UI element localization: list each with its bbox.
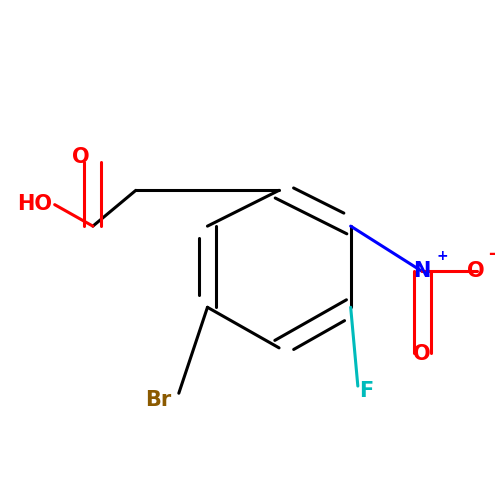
- Text: Br: Br: [146, 390, 172, 410]
- Text: +: +: [436, 250, 448, 264]
- Text: F: F: [360, 381, 374, 401]
- Text: O: O: [467, 262, 484, 281]
- Text: O: O: [414, 344, 431, 364]
- Text: O: O: [72, 147, 90, 167]
- Text: N: N: [414, 262, 431, 281]
- Text: -: -: [488, 246, 495, 264]
- Text: HO: HO: [18, 194, 52, 214]
